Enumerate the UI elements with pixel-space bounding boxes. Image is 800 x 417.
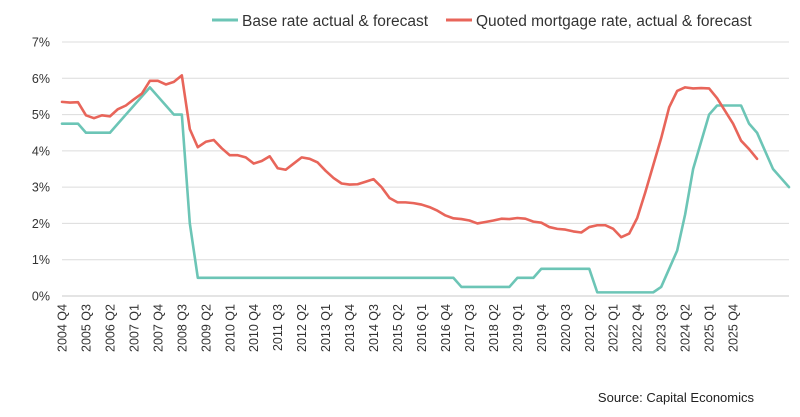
y-tick-label: 3% xyxy=(32,181,50,195)
x-tick-label: 2004 Q4 xyxy=(56,304,70,352)
y-tick-label: 1% xyxy=(32,253,50,267)
x-tick-label: 2015 Q2 xyxy=(391,304,405,352)
x-tick-label: 2020 Q3 xyxy=(559,304,573,352)
x-tick-label: 2008 Q3 xyxy=(175,304,189,352)
x-tick-label: 2017 Q3 xyxy=(463,304,477,352)
legend-item-mortgage-rate: Quoted mortgage rate, actual & forecast xyxy=(476,13,752,30)
x-tick-label: 2018 Q2 xyxy=(487,304,501,352)
series-lines xyxy=(60,74,791,294)
x-tick-label: 2025 Q1 xyxy=(703,304,717,352)
legend-item-base-rate: Base rate actual & forecast xyxy=(242,13,429,30)
x-tick-label: 2005 Q3 xyxy=(79,304,93,352)
x-tick-label: 2022 Q4 xyxy=(631,304,645,352)
x-axis-tick-labels: 2004 Q4 2005 Q3 2006 Q2 2007 Q1 2007 Q4 2008 … xyxy=(56,304,741,352)
y-tick-label: 2% xyxy=(32,217,50,231)
x-tick-label: 2016 Q4 xyxy=(439,304,453,352)
base-rate-line xyxy=(60,86,791,294)
mortgage-rate-line xyxy=(60,74,759,239)
x-tick-label: 2007 Q1 xyxy=(127,304,141,352)
x-tick-label: 2013 Q1 xyxy=(319,304,333,352)
y-tick-label: 4% xyxy=(32,144,50,158)
x-tick-label: 2016 Q1 xyxy=(415,304,429,352)
y-tick-label: 6% xyxy=(32,72,50,86)
x-tick-label: 2009 Q2 xyxy=(199,304,213,352)
x-tick-label: 2021 Q2 xyxy=(583,304,597,352)
x-tick-label: 2019 Q1 xyxy=(511,304,525,352)
x-tick-label: 2023 Q3 xyxy=(655,304,669,352)
x-tick-label: 2022 Q1 xyxy=(607,304,621,352)
y-tick-label: 5% xyxy=(32,108,50,122)
x-tick-label: 2019 Q4 xyxy=(535,304,549,352)
x-tick-label: 2025 Q4 xyxy=(727,304,741,352)
y-tick-label: 0% xyxy=(32,290,50,304)
x-tick-label: 2012 Q2 xyxy=(295,304,309,352)
x-tick-label: 2010 Q1 xyxy=(223,304,237,352)
x-tick-label: 2011 Q3 xyxy=(271,304,285,351)
y-tick-label: 7% xyxy=(32,36,50,50)
x-tick-label: 2010 Q4 xyxy=(247,304,261,352)
y-axis-tick-labels: 0% 1% 2% 3% 4% 5% 6% 7% xyxy=(32,36,50,304)
x-tick-label: 2024 Q2 xyxy=(679,304,693,352)
x-tick-label: 2014 Q3 xyxy=(367,304,381,352)
x-tick-label: 2007 Q4 xyxy=(151,304,165,352)
gridlines xyxy=(62,41,789,297)
source-note: Source: Capital Economics xyxy=(598,390,755,405)
x-tick-label: 2006 Q2 xyxy=(103,304,117,352)
legend: Base rate actual & forecast Quoted mortga… xyxy=(212,13,752,30)
x-tick-label: 2013 Q4 xyxy=(343,304,357,352)
